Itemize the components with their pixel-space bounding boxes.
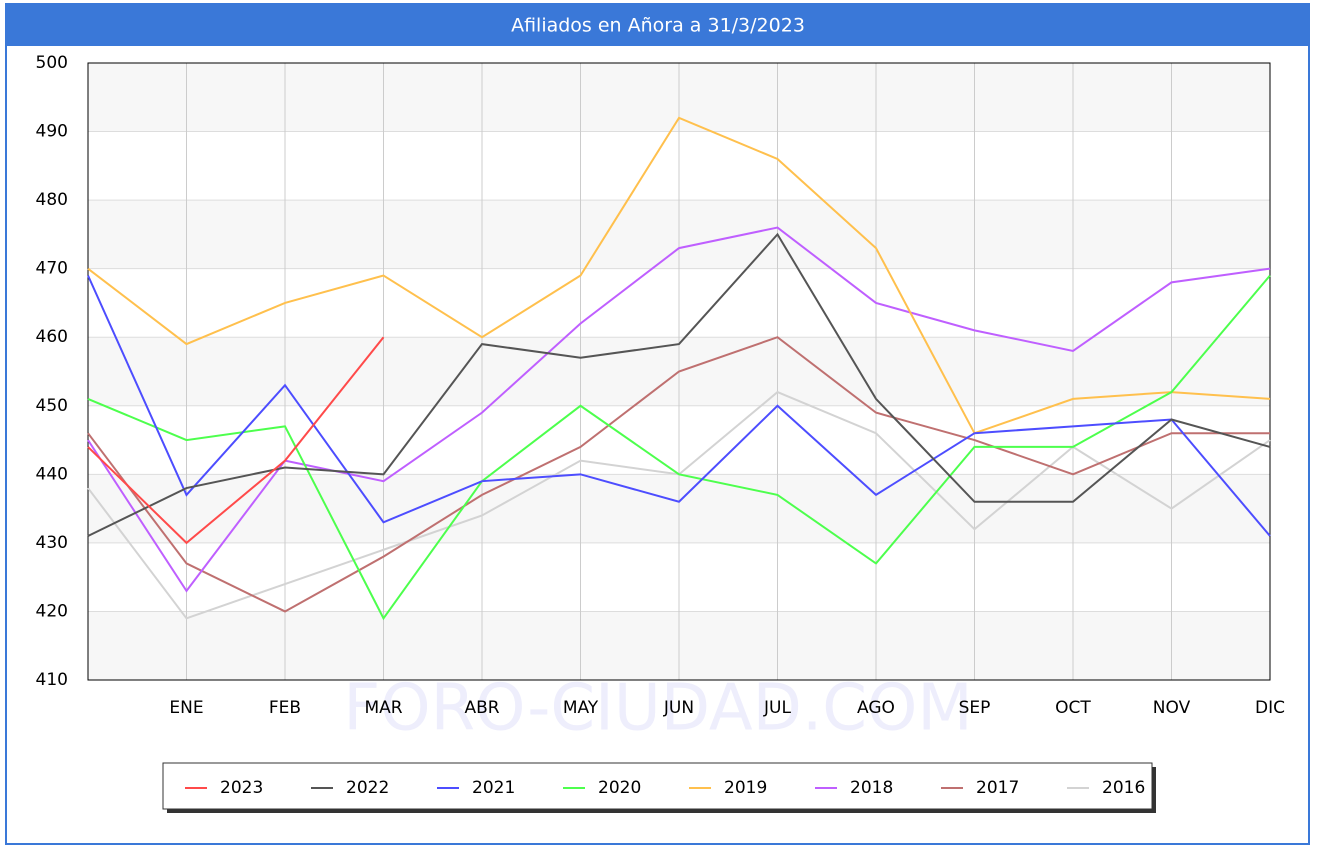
watermark: FORO-CIUDAD.COM (343, 672, 972, 746)
x-tick-label: JUN (663, 698, 694, 718)
x-tick-label: DIC (1255, 698, 1285, 718)
y-tick-label: 500 (36, 53, 68, 73)
series-line (87, 274, 1271, 621)
series-line (87, 336, 1270, 613)
title-bar (6, 4, 1309, 46)
series-line (87, 116, 1271, 435)
x-tick-label: FEB (269, 698, 301, 718)
x-tick-label: NOV (1153, 698, 1191, 718)
y-tick-label: 440 (36, 464, 68, 484)
series-line (87, 232, 1271, 537)
x-tick-label: ABR (464, 698, 499, 718)
frame (5, 3, 1310, 845)
chart-title: Afiliados en Añora a 31/3/2023 (511, 15, 805, 37)
y-tick-label: 480 (36, 190, 68, 210)
y-tick-label: 460 (36, 327, 68, 347)
y-tick-label: 410 (36, 670, 68, 690)
y-tick-label: 430 (36, 533, 68, 553)
x-tick-label: ENE (169, 698, 203, 718)
plot-border (87, 62, 1271, 681)
legend-label: 2019 (724, 778, 767, 798)
legend-label: 2023 (220, 778, 263, 798)
series-line (87, 275, 1271, 537)
y-tick-label: 470 (36, 259, 68, 279)
x-tick-label: MAY (563, 698, 599, 718)
legend-label: 2020 (598, 778, 641, 798)
x-tick-label: SEP (959, 698, 991, 718)
x-tick-label: MAR (364, 698, 402, 718)
legend-label: 2016 (1102, 778, 1145, 798)
y-tick-label: 490 (36, 122, 68, 142)
x-tick-label: OCT (1055, 698, 1091, 718)
x-tick-label: AGO (857, 698, 895, 718)
legend (162, 762, 1153, 810)
legend-label: 2017 (976, 778, 1019, 798)
legend-label: 2022 (346, 778, 389, 798)
y-tick-label: 420 (36, 601, 68, 621)
legend-label: 2018 (850, 778, 893, 798)
series-line (87, 336, 385, 545)
y-tick-label: 450 (36, 396, 68, 416)
legend-label: 2021 (472, 778, 515, 798)
x-tick-label: JUL (763, 698, 791, 718)
